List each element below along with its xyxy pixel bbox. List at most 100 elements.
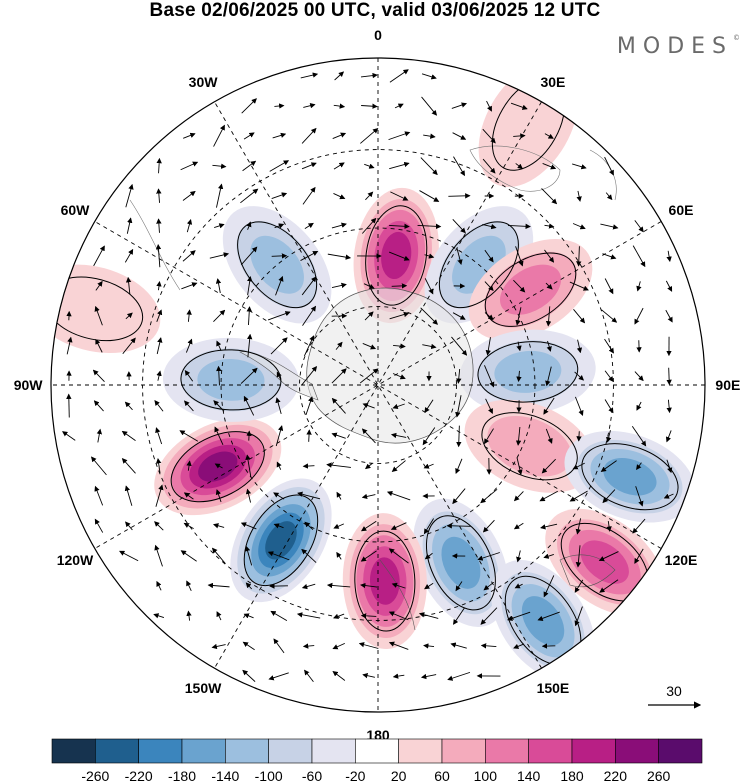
wind-vector bbox=[155, 458, 162, 474]
wind-vector bbox=[124, 485, 133, 506]
wind-vector bbox=[543, 553, 554, 559]
anomaly-center bbox=[564, 430, 696, 523]
wind-vector bbox=[244, 545, 253, 566]
wind-vector bbox=[388, 611, 409, 621]
longitude-label: 120W bbox=[57, 552, 94, 568]
colorbar-tick-label: 140 bbox=[517, 768, 541, 783]
wind-vector bbox=[447, 671, 471, 681]
wind-vector bbox=[634, 548, 644, 564]
colorbar-swatch bbox=[615, 738, 659, 764]
wind-vector bbox=[576, 339, 583, 354]
wind-vector bbox=[421, 73, 437, 80]
wind-vector bbox=[453, 156, 465, 177]
wind-vector bbox=[94, 485, 104, 506]
longitude-label: 30W bbox=[189, 74, 219, 90]
wind-vector bbox=[507, 611, 531, 621]
wind-vector bbox=[242, 160, 257, 172]
wind-vector bbox=[154, 544, 163, 567]
wind-vector bbox=[331, 368, 347, 384]
wind-vector bbox=[543, 575, 555, 598]
wind-vector bbox=[306, 429, 312, 442]
wind-vector bbox=[513, 491, 524, 502]
wind-vector bbox=[391, 582, 406, 589]
wind-vector bbox=[327, 253, 352, 260]
vector-reference: 30 bbox=[648, 683, 702, 709]
wind-vector bbox=[183, 400, 194, 412]
wind-vector bbox=[424, 399, 434, 414]
wind-vector bbox=[391, 283, 408, 289]
colorbar-swatch bbox=[571, 738, 616, 764]
wind-vector bbox=[360, 520, 377, 532]
wind-vector bbox=[388, 548, 409, 564]
wind-vector bbox=[394, 103, 404, 109]
wind-vector bbox=[484, 312, 494, 321]
wind-vector bbox=[297, 491, 321, 500]
wind-vector bbox=[213, 309, 226, 322]
anomaly-center bbox=[464, 399, 595, 493]
meridian-line bbox=[214, 101, 542, 669]
wind-vector bbox=[275, 397, 282, 414]
longitude-label: 90E bbox=[715, 377, 740, 393]
wind-vector bbox=[605, 192, 613, 201]
wind-vector bbox=[243, 613, 254, 619]
wind-vector bbox=[507, 223, 531, 230]
wind-vector bbox=[274, 223, 285, 229]
wind-vector bbox=[240, 188, 259, 204]
wind-vector bbox=[240, 522, 257, 530]
modes-logo: MODES© bbox=[617, 34, 740, 59]
wind-vector bbox=[424, 582, 434, 590]
wind-vector bbox=[364, 311, 374, 321]
wind-vector bbox=[181, 282, 198, 290]
wind-vector bbox=[663, 493, 674, 499]
wind-vector bbox=[273, 523, 284, 529]
wind-vector bbox=[245, 488, 252, 503]
colorbar-swatch bbox=[138, 738, 183, 764]
longitude-label: 120E bbox=[665, 552, 698, 568]
wind-vector bbox=[665, 430, 672, 443]
wind-vector bbox=[575, 518, 582, 535]
colorbar-tick-label: 260 bbox=[647, 768, 671, 783]
wind-vector bbox=[333, 103, 346, 109]
colorbar-swatch bbox=[355, 738, 399, 764]
wind-vector bbox=[513, 279, 526, 293]
contour-line bbox=[51, 276, 144, 342]
wind-vector bbox=[634, 307, 644, 325]
wind-vector bbox=[247, 275, 253, 296]
wind-vector bbox=[274, 103, 285, 109]
wind-vector bbox=[573, 309, 586, 324]
longitude-label: 150E bbox=[537, 680, 570, 696]
wind-vector bbox=[365, 463, 373, 470]
wind-vector bbox=[183, 522, 194, 530]
wind-vector bbox=[666, 459, 673, 474]
wind-vector bbox=[448, 193, 471, 199]
wind-vector bbox=[186, 610, 192, 621]
wind-vector bbox=[95, 280, 103, 291]
wind-vector bbox=[480, 643, 497, 649]
wind-vector bbox=[510, 102, 528, 110]
wind-vector bbox=[94, 518, 104, 533]
wind-vector bbox=[604, 156, 614, 176]
wind-vector bbox=[665, 309, 673, 323]
wind-vector bbox=[543, 397, 555, 415]
wind-vector bbox=[336, 551, 342, 560]
wind-vector bbox=[515, 307, 522, 326]
wind-vector bbox=[598, 551, 619, 561]
wind-vector bbox=[270, 610, 288, 622]
wind-vector bbox=[483, 428, 494, 445]
wind-vector bbox=[541, 458, 556, 474]
wind-vector bbox=[90, 456, 107, 476]
wind-vector bbox=[331, 222, 347, 229]
wind-vector bbox=[331, 432, 346, 439]
wind-vector bbox=[635, 486, 644, 507]
wind-vector bbox=[362, 673, 375, 679]
wind-vector bbox=[183, 132, 196, 139]
colorbar-swatch bbox=[181, 738, 226, 764]
wind-vector bbox=[124, 248, 134, 263]
wind-vector bbox=[451, 336, 468, 356]
wind-vector bbox=[93, 245, 105, 267]
wind-vector bbox=[303, 103, 316, 109]
wind-vector bbox=[66, 336, 73, 355]
anomaly-level bbox=[580, 540, 629, 584]
colorbar-tick-label: 60 bbox=[434, 768, 450, 783]
